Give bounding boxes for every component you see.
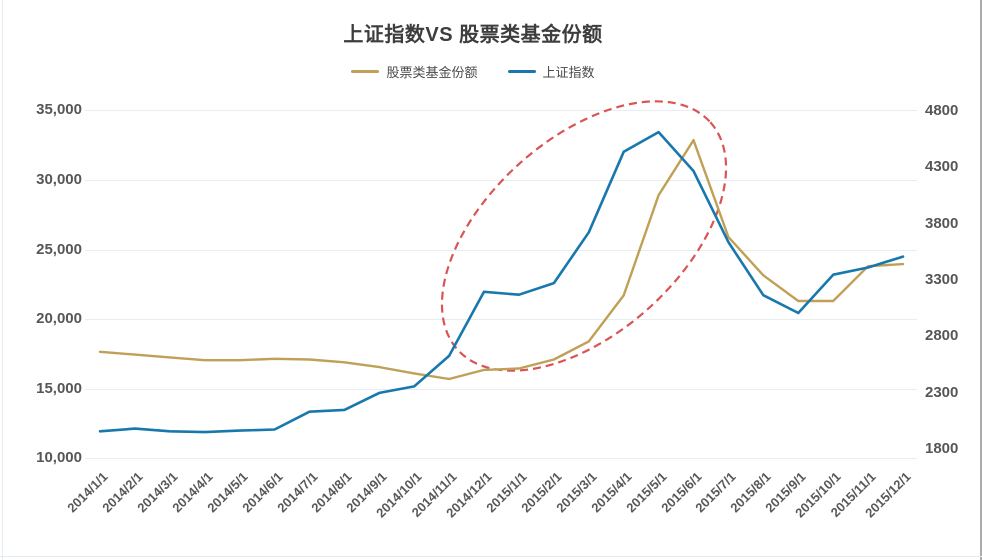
gridline [85,110,917,112]
right-axis-tick-label: 4800 [925,101,959,119]
legend-item-1: 上证指数 [507,62,595,81]
right-axis-tick-label: 4300 [925,158,959,176]
right-border [980,0,982,560]
chart-title: 上证指数VS 股票类基金份额 [343,24,603,46]
left-axis-tick-label: 25,000 [36,240,82,258]
gridline [85,249,917,251]
gridline [85,319,917,321]
left-border [2,0,3,560]
left-axis-tick-label: 15,000 [36,379,82,397]
legend-label: 上证指数 [542,65,595,80]
gridline [85,458,917,460]
right-axis-tick-label: 1800 [925,440,959,458]
legend-item-0: 股票类基金份额 [351,62,478,81]
right-axis-tick-label: 3800 [925,214,959,232]
gridline [85,388,917,390]
right-axis-tick-label: 2300 [925,383,959,401]
shanghai-index-line [98,130,905,434]
fund-shares-line [98,138,905,381]
left-axis-tick-label: 20,000 [36,310,82,328]
legend-line-swatch [351,70,380,73]
right-axis-tick-label: 3300 [925,271,959,288]
legend-line-swatch [507,70,536,73]
chart-legend: 股票类基金份额 上证指数 [0,62,946,81]
left-axis-tick-label: 30,000 [36,170,82,188]
highlight-ellipse-annotation [440,100,728,372]
left-axis-tick-label: 10,000 [36,449,82,467]
legend-label: 股票类基金份额 [386,65,478,80]
left-axis-tick-label: 35,000 [36,101,82,119]
right-axis-tick-label: 2800 [925,327,959,345]
bottom-border [0,556,982,557]
